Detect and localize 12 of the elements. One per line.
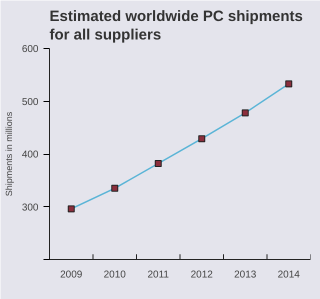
x-tick-label: 2010	[104, 270, 126, 280]
x-tick-label: 2013	[234, 270, 257, 280]
y-tick-label: 400	[22, 150, 39, 160]
y-axis-title: Shipments in millions	[4, 111, 14, 196]
x-tick-label: 2014	[278, 270, 300, 280]
x-tick-label: 2012	[190, 270, 214, 280]
chart-title: Estimated worldwide PC shipments for all suppliers	[50, 8, 303, 44]
x-tick-label: 2011	[148, 270, 170, 280]
x-tick-label: 2009	[60, 270, 83, 280]
y-tick-label: 500	[22, 96, 39, 108]
y-tick-label: 300	[22, 202, 39, 214]
y-tick-label: 600	[22, 44, 39, 55]
